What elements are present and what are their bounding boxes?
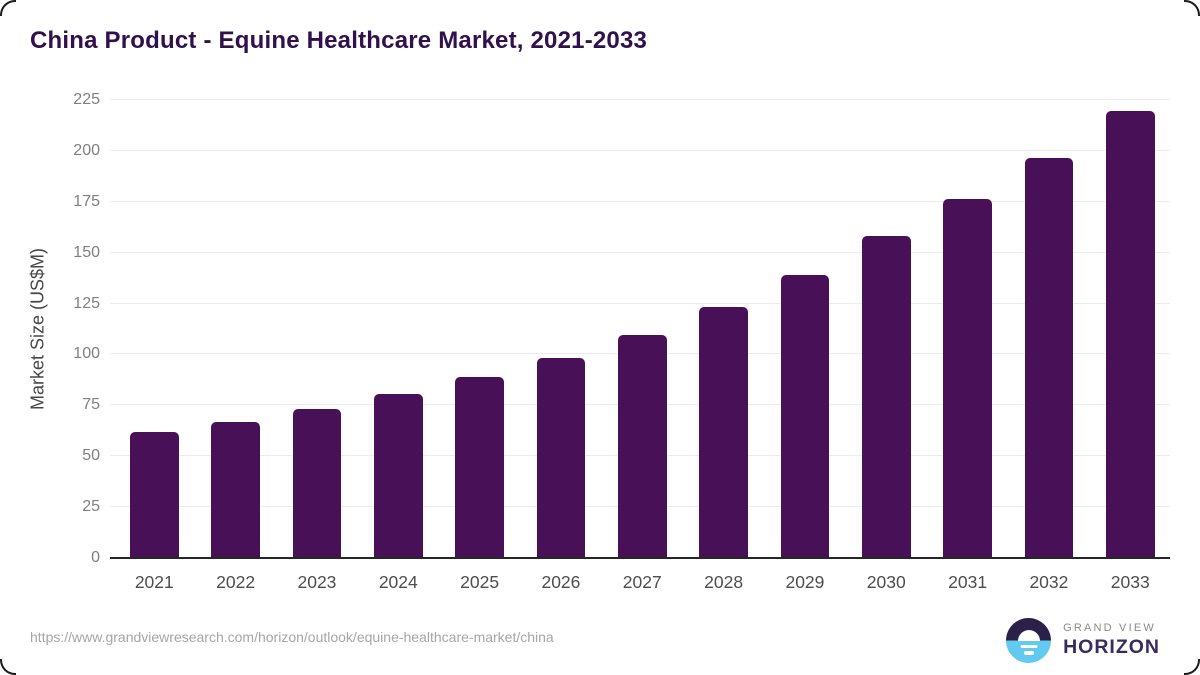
y-axis-title: Market Size (US$M) [27, 247, 48, 411]
bar-2031 [943, 199, 992, 557]
y-tick-25: 25 [82, 498, 100, 516]
x-tick-2030: 2030 [866, 572, 906, 592]
bar-2029 [780, 274, 830, 557]
gridline [110, 99, 1170, 100]
y-tick-100: 100 [73, 345, 100, 363]
x-tick-2021: 2021 [134, 572, 174, 592]
bar-2026 [536, 358, 586, 557]
rounded-border-corner [1184, 659, 1200, 675]
bar-2024 [373, 394, 423, 557]
y-tick-175: 175 [73, 192, 100, 210]
y-tick-225: 225 [73, 91, 100, 108]
x-tick-2028: 2028 [704, 572, 744, 592]
x-tick-2033: 2033 [1110, 572, 1150, 592]
y-tick-0: 0 [91, 549, 100, 566]
gridline [110, 149, 1170, 151]
x-axis-line [110, 557, 1170, 559]
x-tick-2029: 2029 [785, 572, 825, 592]
grand-view-horizon-logo: GRAND VIEW HORIZON [1006, 618, 1160, 663]
x-tick-2026: 2026 [541, 572, 581, 592]
x-tick-2032: 2032 [1029, 572, 1069, 592]
chart-title: China Product - Equine Healthcare Market… [30, 27, 648, 54]
bar-2023 [292, 408, 342, 557]
bar-chart-plot-area [110, 99, 1170, 559]
y-tick-150: 150 [73, 243, 100, 261]
x-tick-2027: 2027 [622, 572, 662, 592]
bar-2021 [130, 432, 179, 557]
gridline [110, 200, 1170, 202]
rounded-border-corner [0, 0, 16, 16]
rounded-border-corner [1184, 0, 1200, 16]
horizon-sun-icon [1006, 618, 1052, 663]
bar-2030 [861, 236, 911, 557]
bar-2032 [1024, 158, 1074, 557]
gridline [110, 251, 1170, 253]
bar-2022 [211, 422, 260, 557]
logo-text-horizon: HORIZON [1063, 636, 1160, 658]
logo-text-grand-view: GRAND VIEW [1063, 622, 1156, 634]
x-tick-2024: 2024 [378, 572, 418, 592]
y-tick-50: 50 [82, 447, 100, 465]
x-tick-2025: 2025 [460, 572, 500, 592]
y-tick-200: 200 [73, 141, 100, 159]
gridline [110, 302, 1170, 304]
bar-2027 [617, 334, 667, 557]
rounded-border-corner [0, 659, 16, 675]
x-tick-2022: 2022 [216, 572, 256, 592]
y-tick-75: 75 [82, 396, 100, 414]
x-tick-2031: 2031 [948, 572, 988, 592]
y-tick-125: 125 [73, 294, 100, 312]
x-tick-2023: 2023 [297, 572, 337, 592]
bar-2033 [1105, 111, 1155, 557]
source-url: https://www.grandviewresearch.com/horizo… [30, 629, 554, 645]
bar-2028 [699, 306, 748, 557]
bar-2025 [455, 376, 504, 557]
